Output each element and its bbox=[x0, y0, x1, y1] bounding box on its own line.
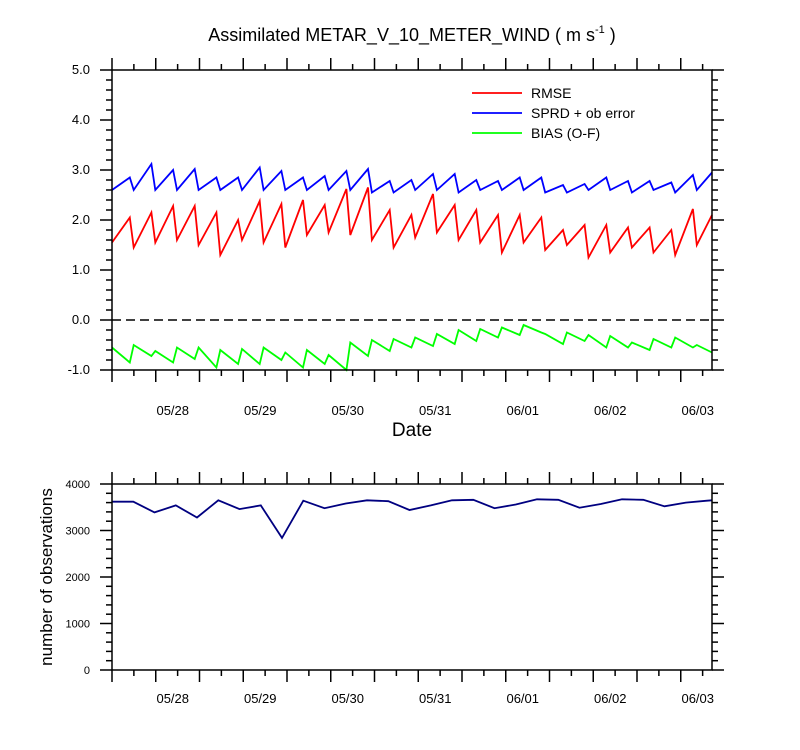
bottom-x-tick-label: 06/02 bbox=[594, 691, 627, 706]
bottom-y-tick-label: 4000 bbox=[66, 479, 90, 491]
top-series-sprd-ob-error bbox=[111, 161, 713, 195]
top-x-tick-label: 05/31 bbox=[419, 403, 452, 418]
top-x-tick-label: 05/29 bbox=[244, 403, 277, 418]
bottom-chart-panel: 4000 3000 2000 1000 0 05/28 05/29 05/30 05/31 06… bbox=[37, 472, 724, 706]
bottom-x-tick-label: 06/03 bbox=[681, 691, 714, 706]
bottom-y-tick-label: 1000 bbox=[66, 619, 90, 631]
bottom-x-tick-label: 05/28 bbox=[156, 691, 189, 706]
chart-title-close: ) bbox=[605, 25, 616, 45]
top-chart-panel: 5.04.03.02.01.00.0-1.0 05/28 05/29 05/30 05… bbox=[68, 58, 724, 441]
chart-title: Assimilated METAR_V_10_METER_WIND ( m s-… bbox=[208, 24, 616, 46]
top-y-tick-label: 4.0 bbox=[72, 112, 90, 127]
chart-title-superscript: -1 bbox=[595, 24, 605, 36]
top-x-tick-label: 06/03 bbox=[681, 403, 714, 418]
top-y-tick-label: 5.0 bbox=[72, 62, 90, 77]
bottom-y-tick-labels: 4000 3000 2000 1000 0 bbox=[66, 479, 90, 677]
top-x-axis-label: Date bbox=[392, 420, 432, 441]
legend: RMSE SPRD + ob error BIAS (O-F) bbox=[472, 85, 635, 141]
bottom-series-number-of-observations bbox=[112, 498, 713, 540]
bottom-y-tick-label: 3000 bbox=[66, 526, 90, 538]
legend-label-sprd: SPRD + ob error bbox=[531, 105, 635, 121]
top-x-tick-label: 06/01 bbox=[506, 403, 539, 418]
bottom-x-tick-labels: 05/28 05/29 05/30 05/31 06/01 06/02 06/03 bbox=[156, 691, 714, 706]
top-axis-ticks bbox=[100, 58, 724, 382]
bottom-plot-frame bbox=[111, 483, 713, 671]
legend-label-bias: BIAS (O-F) bbox=[531, 125, 600, 141]
top-x-tick-labels: 05/28 05/29 05/30 05/31 06/01 06/02 06/03 bbox=[156, 403, 714, 418]
bottom-x-tick-label: 05/31 bbox=[419, 691, 452, 706]
bottom-y-axis-label: number of observations bbox=[37, 488, 56, 666]
chart-title-main: Assimilated METAR_V_10_METER_WIND ( m s bbox=[208, 25, 595, 46]
top-x-tick-label: 05/30 bbox=[331, 403, 364, 418]
top-y-tick-label: 3.0 bbox=[72, 162, 90, 177]
top-x-tick-label: 05/28 bbox=[156, 403, 189, 418]
top-plot-frame bbox=[111, 69, 713, 371]
top-y-tick-label: -1.0 bbox=[68, 362, 90, 377]
top-x-tick-label: 06/02 bbox=[594, 403, 627, 418]
bottom-series-group bbox=[112, 498, 713, 540]
top-series-rmse bbox=[111, 187, 713, 261]
bottom-y-tick-label: 0 bbox=[84, 665, 90, 677]
bottom-axis-ticks bbox=[100, 472, 724, 682]
bottom-y-tick-label: 2000 bbox=[66, 572, 90, 584]
top-series-bias-o-f bbox=[111, 323, 713, 372]
top-y-tick-labels: 5.0 4.0 3.0 2.0 1.0 0.0 -1.0 bbox=[68, 62, 90, 377]
top-y-tick-label: 2.0 bbox=[72, 212, 90, 227]
top-y-tick-label: 0.0 bbox=[72, 312, 90, 327]
bottom-x-tick-label: 05/29 bbox=[244, 691, 277, 706]
bottom-x-tick-label: 06/01 bbox=[506, 691, 539, 706]
bottom-x-tick-label: 05/30 bbox=[331, 691, 364, 706]
legend-label-rmse: RMSE bbox=[531, 85, 571, 101]
top-y-tick-label: 1.0 bbox=[72, 262, 90, 277]
top-series-group bbox=[111, 161, 713, 372]
